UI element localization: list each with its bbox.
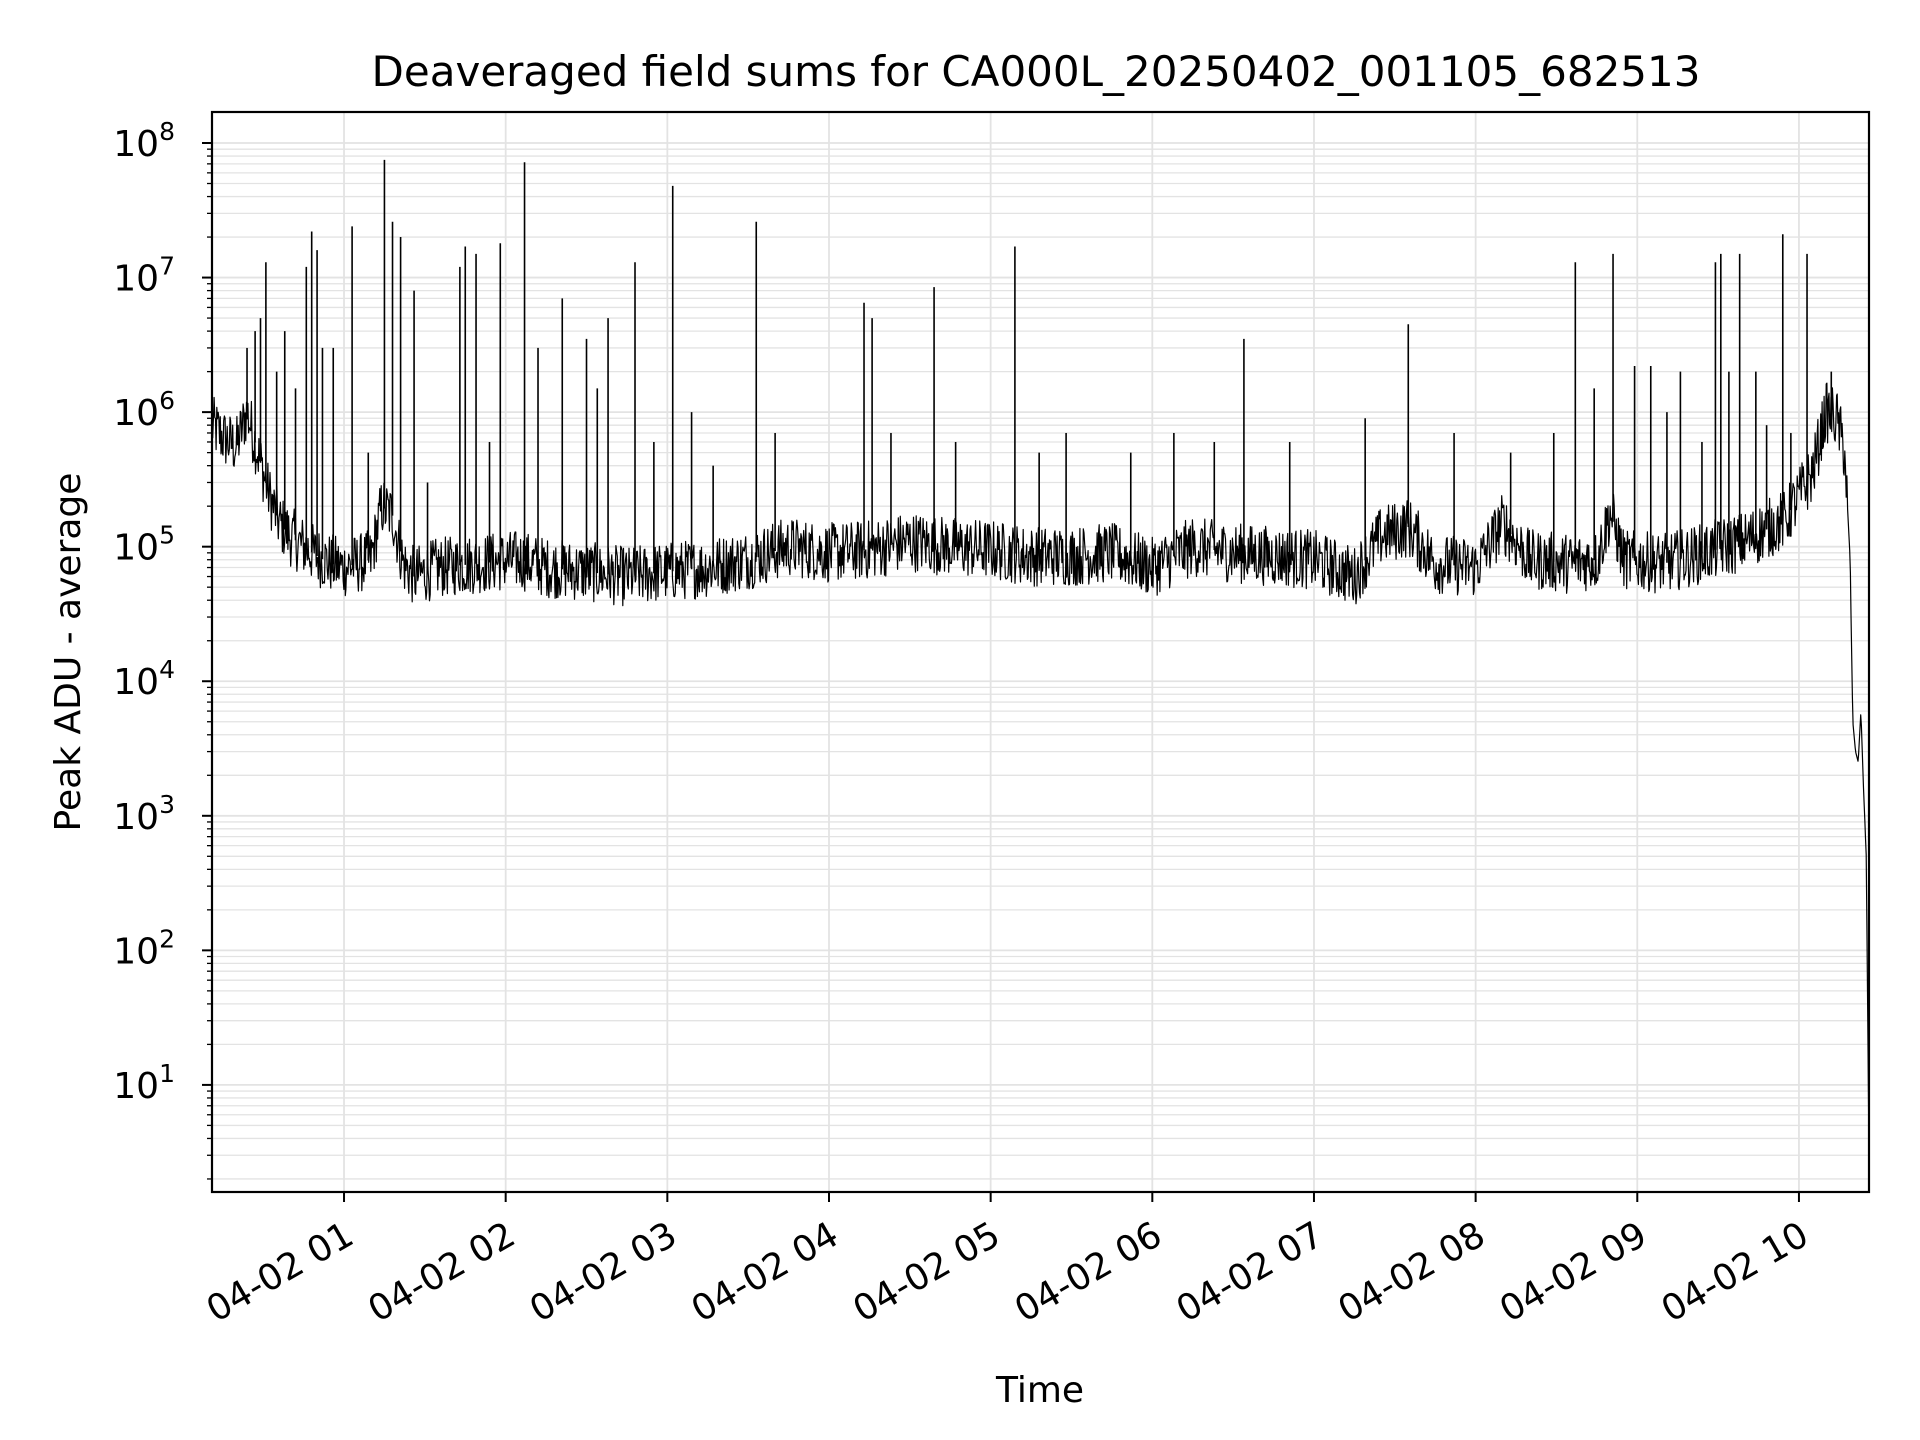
y-tick-label: 108 bbox=[113, 117, 175, 165]
y-tick-label-exponent: 6 bbox=[159, 386, 175, 415]
y-tick-label: 106 bbox=[113, 386, 175, 434]
x-tick-label: 04-02 09 bbox=[1493, 1214, 1654, 1330]
y-tick-label-exponent: 4 bbox=[159, 655, 175, 684]
y-tick-label-base: 10 bbox=[113, 528, 159, 569]
y-tick-label-exponent: 2 bbox=[159, 924, 175, 953]
grid-lines bbox=[212, 112, 1869, 1192]
y-tick-label-exponent: 8 bbox=[159, 117, 175, 146]
x-tick-label: 04-02 04 bbox=[685, 1214, 846, 1330]
y-tick-label: 102 bbox=[113, 924, 175, 972]
x-tick-label: 04-02 07 bbox=[1170, 1214, 1331, 1330]
y-tick-label-exponent: 5 bbox=[159, 521, 175, 550]
y-tick-label-base: 10 bbox=[113, 797, 159, 838]
y-tick-label: 107 bbox=[113, 252, 175, 300]
y-tick-label: 101 bbox=[113, 1059, 175, 1107]
x-tick-label: 04-02 10 bbox=[1655, 1214, 1816, 1330]
y-tick-label-base: 10 bbox=[113, 393, 159, 434]
y-tick-label: 103 bbox=[113, 790, 175, 838]
x-tick-label: 04-02 06 bbox=[1008, 1214, 1169, 1330]
series-line bbox=[211, 382, 1870, 1156]
y-tick-label-exponent: 7 bbox=[159, 252, 175, 281]
y-tick-label-base: 10 bbox=[113, 259, 159, 300]
x-tick-label: 04-02 01 bbox=[200, 1214, 361, 1330]
y-tick-label-exponent: 3 bbox=[159, 790, 175, 819]
x-tick-label: 04-02 05 bbox=[846, 1214, 1007, 1330]
x-tick-label: 04-02 03 bbox=[523, 1214, 684, 1330]
y-tick-label-base: 10 bbox=[113, 124, 159, 165]
x-axis: 04-02 01 04-02 02 04-02 03 04-02 04 04-02 05… bbox=[200, 1192, 1816, 1331]
y-tick-label-exponent: 1 bbox=[159, 1059, 175, 1088]
y-tick-label: 105 bbox=[113, 521, 175, 569]
chart-title: Deaveraged field sums for CA000L_2025040… bbox=[372, 47, 1701, 96]
y-axis-label: Peak ADU - average bbox=[48, 473, 89, 832]
series-layer bbox=[211, 159, 1870, 1156]
y-tick-label-base: 10 bbox=[113, 1066, 159, 1107]
y-tick-label: 104 bbox=[113, 655, 175, 703]
plot-frame bbox=[210, 110, 1871, 1194]
y-tick-label-base: 10 bbox=[113, 931, 159, 972]
y-tick-label-base: 10 bbox=[113, 662, 159, 703]
x-tick-label: 04-02 08 bbox=[1331, 1214, 1492, 1330]
x-tick-label: 04-02 02 bbox=[362, 1214, 523, 1330]
x-axis-label: Time bbox=[995, 1370, 1084, 1411]
